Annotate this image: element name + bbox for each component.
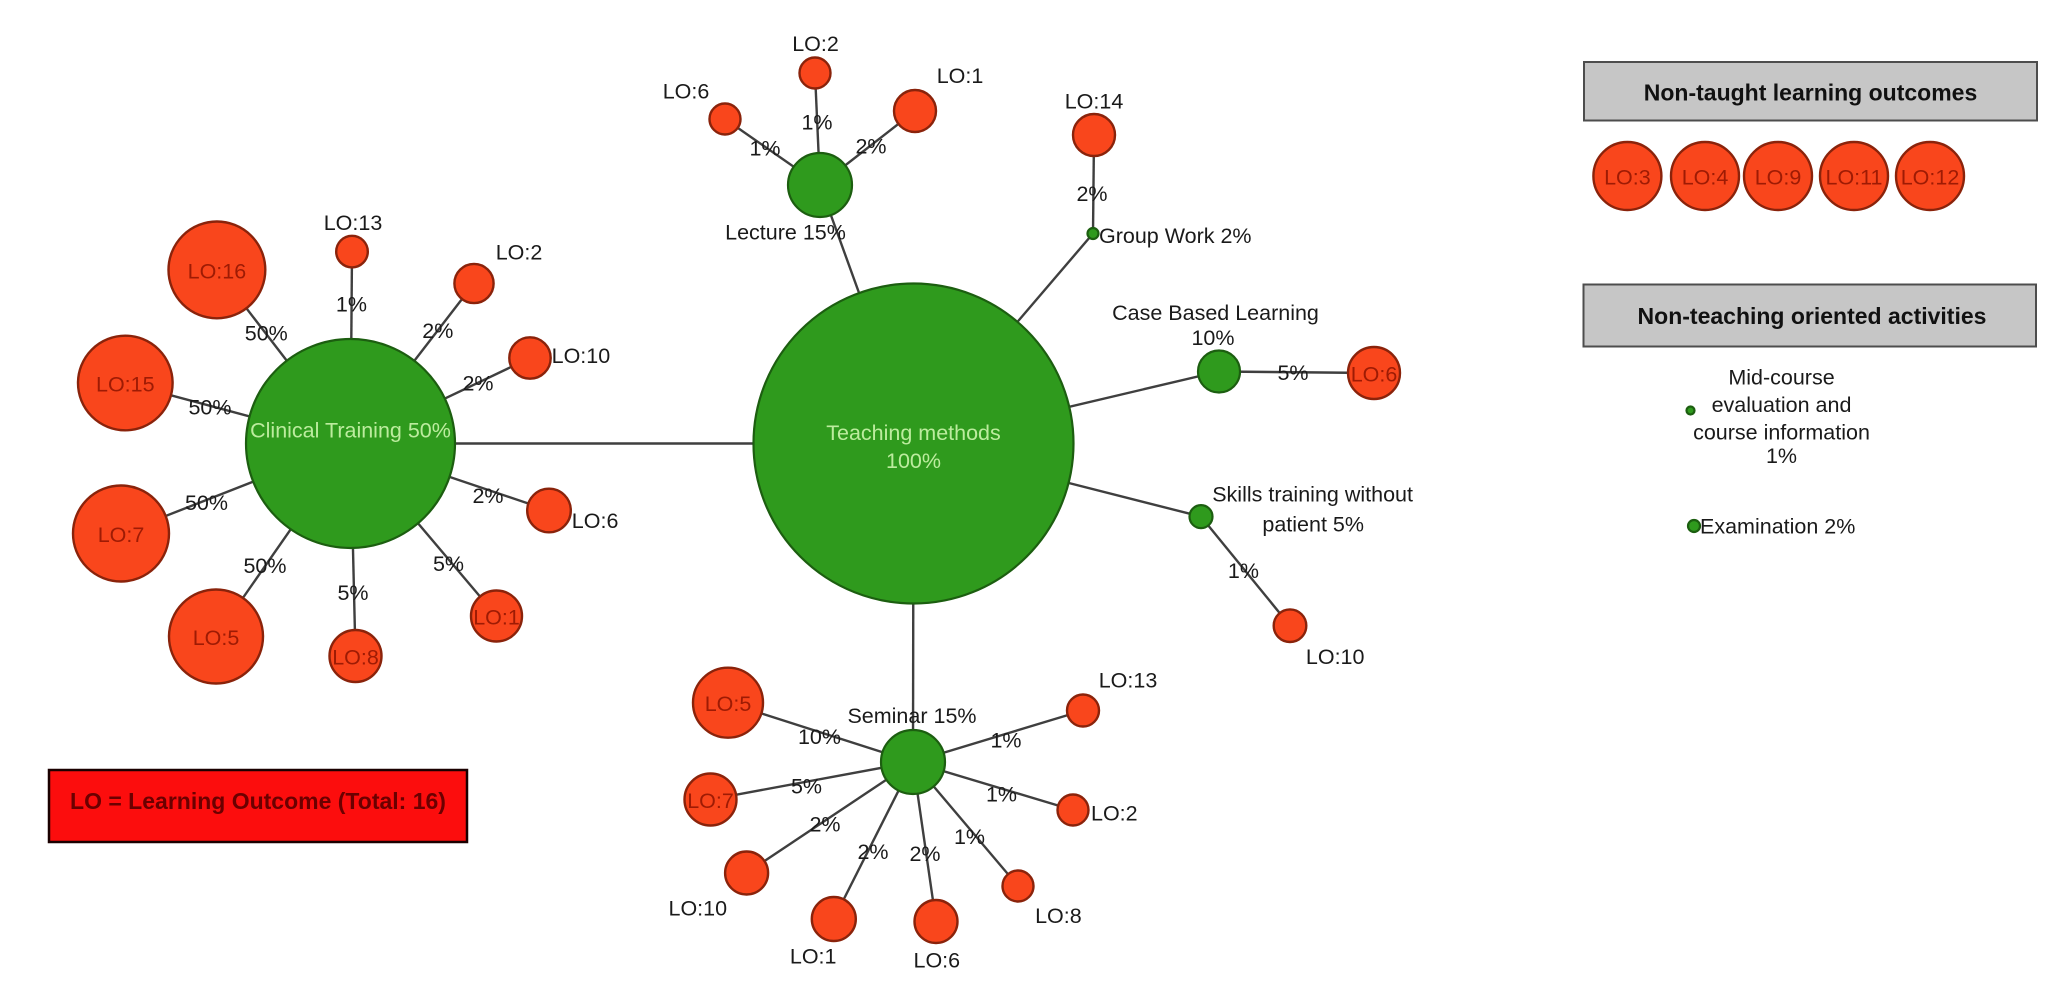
- svg-text:5%: 5%: [1277, 361, 1308, 385]
- svg-text:LO:7: LO:7: [687, 789, 734, 813]
- svg-text:Non-taught learning outcomes: Non-taught learning outcomes: [1644, 80, 1978, 106]
- svg-text:5%: 5%: [791, 775, 822, 799]
- svg-text:LO:4: LO:4: [1682, 165, 1729, 189]
- svg-text:LO:6: LO:6: [572, 509, 619, 533]
- svg-text:2%: 2%: [909, 842, 940, 866]
- svg-text:patient 5%: patient 5%: [1262, 513, 1364, 537]
- svg-text:2%: 2%: [857, 840, 888, 864]
- svg-text:LO:13: LO:13: [324, 211, 383, 235]
- svg-text:Group Work 2%: Group Work 2%: [1099, 224, 1252, 248]
- svg-text:LO:3: LO:3: [1604, 165, 1651, 189]
- svg-text:LO:10: LO:10: [1306, 645, 1365, 669]
- svg-text:LO:10: LO:10: [669, 897, 728, 921]
- svg-text:50%: 50%: [245, 322, 288, 346]
- svg-text:Examination 2%: Examination 2%: [1700, 515, 1855, 539]
- svg-text:1%: 1%: [336, 293, 367, 317]
- svg-text:Skills training without: Skills training without: [1212, 483, 1413, 507]
- svg-text:1%: 1%: [1228, 559, 1259, 583]
- svg-text:LO:2: LO:2: [792, 32, 839, 56]
- svg-text:10%: 10%: [1191, 326, 1234, 350]
- svg-text:50%: 50%: [188, 396, 231, 420]
- svg-text:1%: 1%: [986, 783, 1017, 807]
- svg-text:LO:15: LO:15: [96, 372, 155, 396]
- svg-text:100%: 100%: [886, 449, 941, 473]
- svg-text:LO:10: LO:10: [552, 344, 611, 368]
- svg-text:Seminar 15%: Seminar 15%: [847, 704, 976, 728]
- svg-text:Lecture 15%: Lecture 15%: [725, 221, 846, 245]
- svg-text:10%: 10%: [798, 725, 841, 749]
- svg-text:50%: 50%: [185, 491, 228, 515]
- svg-text:Mid-course: Mid-course: [1728, 366, 1834, 390]
- svg-text:2%: 2%: [809, 813, 840, 837]
- svg-text:5%: 5%: [433, 552, 464, 576]
- svg-text:1%: 1%: [1766, 444, 1797, 468]
- svg-text:LO:5: LO:5: [193, 626, 240, 650]
- svg-text:LO:13: LO:13: [1099, 669, 1158, 693]
- svg-text:LO:8: LO:8: [1035, 904, 1082, 928]
- svg-text:LO:11: LO:11: [1826, 165, 1883, 189]
- svg-text:Case Based Learning: Case Based Learning: [1112, 301, 1319, 325]
- svg-text:LO:7: LO:7: [98, 523, 145, 547]
- svg-text:LO:6: LO:6: [1351, 362, 1398, 386]
- svg-text:2%: 2%: [1076, 182, 1107, 206]
- svg-text:LO:2: LO:2: [1091, 802, 1138, 826]
- svg-text:50%: 50%: [243, 554, 286, 578]
- svg-text:LO:8: LO:8: [332, 645, 379, 669]
- svg-text:LO = Learning Outcome (Total:: LO = Learning Outcome (Total: 16): [70, 788, 446, 814]
- svg-text:course information: course information: [1693, 421, 1870, 445]
- svg-text:1%: 1%: [801, 111, 832, 135]
- svg-text:LO:6: LO:6: [913, 949, 960, 973]
- svg-text:LO:1: LO:1: [937, 64, 984, 88]
- svg-text:1%: 1%: [749, 137, 780, 161]
- svg-text:Teaching methods: Teaching methods: [826, 421, 1001, 445]
- svg-text:2%: 2%: [462, 372, 493, 396]
- svg-text:LO:5: LO:5: [705, 692, 752, 716]
- svg-text:2%: 2%: [472, 484, 503, 508]
- svg-text:LO:16: LO:16: [188, 259, 247, 283]
- svg-text:Non-teaching oriented activiti: Non-teaching oriented activities: [1638, 303, 1987, 329]
- svg-text:1%: 1%: [990, 729, 1021, 753]
- svg-text:evaluation and: evaluation and: [1712, 393, 1852, 417]
- svg-text:5%: 5%: [337, 581, 368, 605]
- svg-text:Clinical Training 50%: Clinical Training 50%: [250, 419, 451, 443]
- svg-text:LO:14: LO:14: [1065, 90, 1124, 114]
- svg-text:LO:2: LO:2: [496, 241, 543, 265]
- svg-text:2%: 2%: [422, 319, 453, 343]
- svg-text:LO:1: LO:1: [790, 945, 837, 969]
- svg-text:LO:12: LO:12: [1901, 165, 1960, 189]
- svg-text:LO:9: LO:9: [1755, 165, 1802, 189]
- svg-text:2%: 2%: [855, 135, 886, 159]
- svg-text:LO:6: LO:6: [663, 80, 710, 104]
- svg-text:1%: 1%: [954, 825, 985, 849]
- svg-text:LO:1: LO:1: [473, 605, 520, 629]
